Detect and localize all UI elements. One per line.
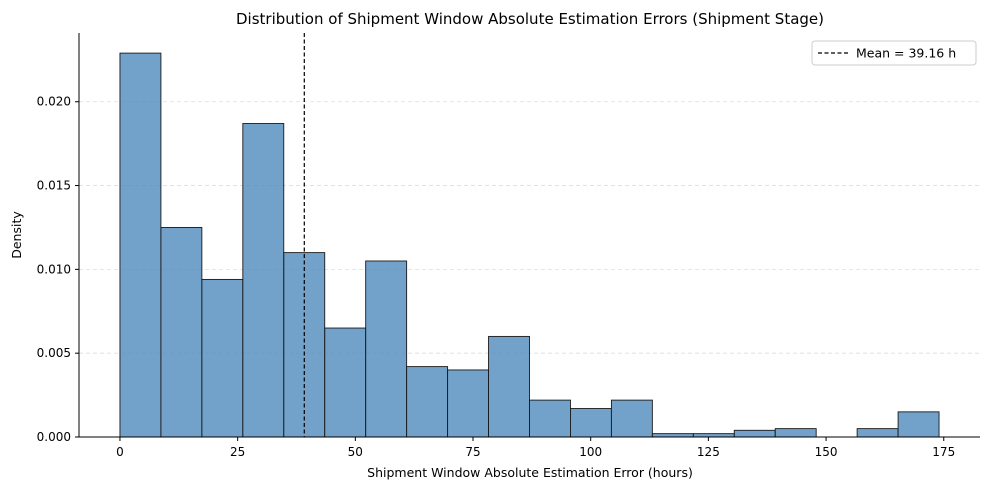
- y-axis-label: Density: [9, 211, 24, 259]
- y-tick-label: 0.015: [37, 179, 71, 193]
- histogram-bar: [529, 399, 571, 438]
- histogram-bar: [692, 433, 735, 438]
- histogram-bar: [119, 52, 162, 438]
- histogram-bar: [324, 327, 367, 438]
- chart-title: Distribution of Shipment Window Absolute…: [236, 10, 824, 28]
- legend-box: [811, 40, 977, 66]
- x-axis-label: Shipment Window Absolute Estimation Erro…: [367, 465, 693, 480]
- histogram-bars: [119, 52, 940, 438]
- histogram-bar: [365, 260, 408, 438]
- x-tick-label: 100: [579, 445, 602, 459]
- histogram-bar: [488, 335, 530, 438]
- y-tick-label: 0.010: [37, 262, 71, 276]
- x-tick-label: 125: [697, 445, 720, 459]
- x-tick-label: 150: [815, 445, 838, 459]
- histogram-bar: [447, 369, 489, 438]
- x-tick-label: 50: [348, 445, 363, 459]
- x-tick-label: 175: [932, 445, 955, 459]
- x-tick-label: 25: [230, 445, 245, 459]
- histogram-bar: [406, 366, 449, 438]
- histogram-bar: [856, 428, 899, 438]
- histogram-bar: [610, 399, 653, 438]
- histogram-bar: [897, 411, 940, 438]
- histogram-bar: [651, 433, 694, 438]
- histogram-bar: [733, 429, 776, 438]
- x-axis-ticks: 0 25 50 75 100 125 150 175: [116, 437, 955, 459]
- axes: [78, 33, 980, 438]
- x-tick-label: 75: [465, 445, 480, 459]
- x-tick-label: 0: [116, 445, 124, 459]
- histogram-bar: [201, 278, 244, 438]
- histogram-bar: [160, 227, 203, 438]
- histogram-bar: [242, 123, 285, 438]
- legend-mean-label: Mean = 39.16 h: [856, 46, 956, 61]
- histogram-bar: [774, 428, 817, 438]
- y-axis-ticks: 0.000 0.005 0.010 0.015 0.020: [37, 95, 79, 444]
- histogram-bar: [570, 408, 612, 438]
- y-tick-label: 0.000: [37, 430, 71, 444]
- y-tick-label: 0.020: [37, 95, 71, 109]
- y-tick-label: 0.005: [37, 346, 71, 360]
- legend: Mean = 39.16 h: [811, 40, 977, 66]
